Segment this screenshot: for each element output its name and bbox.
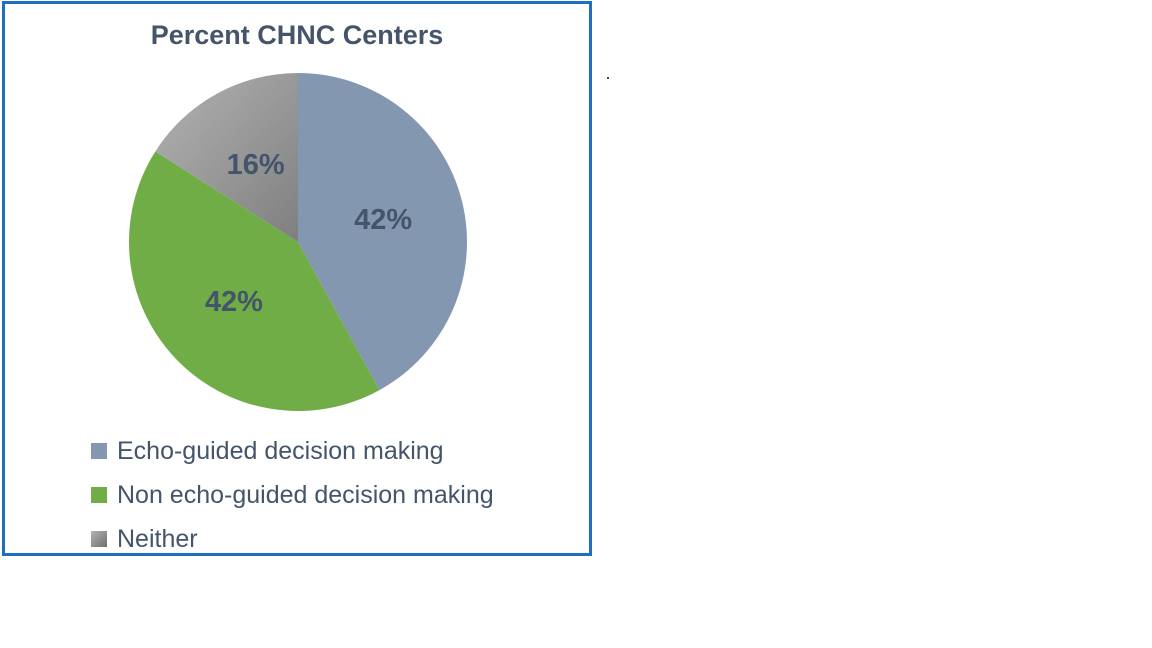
pie-slice-non-echo-guided xyxy=(128,151,380,412)
legend-swatch-echo-guided xyxy=(91,443,107,459)
legend-label-non-echo-guided: Non echo-guided decision making xyxy=(117,480,494,509)
legend-swatch-non-echo-guided xyxy=(91,487,107,503)
pie-slice-neither xyxy=(155,73,298,242)
legend-label-echo-guided: Echo-guided decision making xyxy=(117,436,444,465)
legend-item-neither: Neither xyxy=(91,517,494,561)
legend-item-echo-guided: Echo-guided decision making xyxy=(91,429,494,473)
chart-frame: Percent CHNC Centers 42% 42% 16% Echo-guid… xyxy=(2,1,592,556)
slice-label-neither: 16% xyxy=(227,149,285,181)
slice-label-echo-guided: 42% xyxy=(354,204,412,236)
legend-item-non-echo-guided: Non echo-guided decision making xyxy=(91,473,494,517)
legend-swatch-neither xyxy=(91,531,107,547)
slice-label-non-echo-guided: 42% xyxy=(205,286,263,318)
chart-title: Percent CHNC Centers xyxy=(150,20,444,50)
legend: Echo-guided decision making Non echo-gui… xyxy=(91,429,494,561)
pie-chart: 42% 42% 16% xyxy=(128,73,467,412)
stray-dot xyxy=(607,77,609,79)
pie-slice-echo-guided xyxy=(298,73,467,391)
legend-label-neither: Neither xyxy=(117,524,198,553)
